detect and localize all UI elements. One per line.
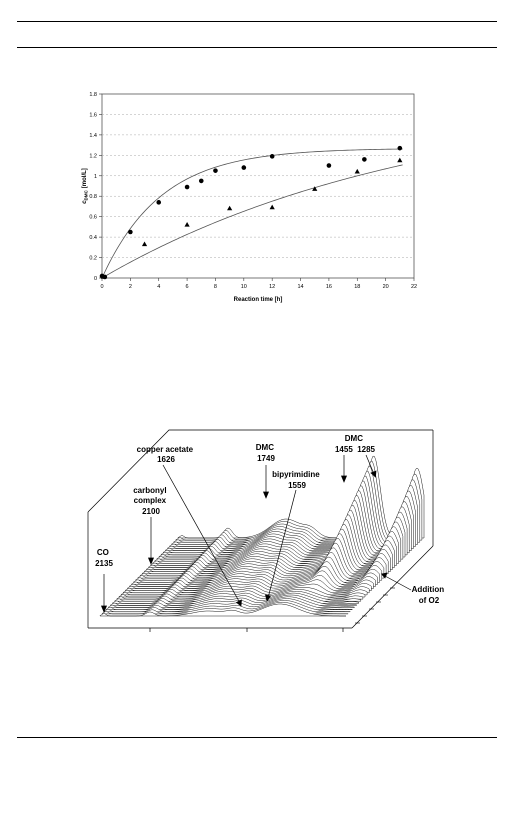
data-point-triangle: [141, 241, 148, 247]
y-tick-label: 1.4: [89, 133, 97, 139]
data-point-circle: [241, 165, 247, 170]
label-bipyrimidine: bipyrimidine 1559: [272, 470, 322, 490]
data-point-triangle: [312, 186, 318, 191]
label-carbonyl-complex: carbonyl complex 2100: [133, 486, 169, 516]
label-copper-acetate: copper acetate 1626: [137, 445, 196, 464]
fit-curve-1: [101, 148, 403, 279]
plot-area: [101, 93, 415, 279]
y-axis-label: cDMC[mol/L]: [82, 168, 89, 204]
x-tick-label: 20: [383, 284, 389, 290]
x-tick-label: 2: [129, 284, 132, 290]
annotation-arrows: [100, 454, 412, 613]
x-tick-label: 18: [354, 284, 360, 290]
x-tick-label: 14: [297, 284, 303, 290]
label-co: CO 2135: [95, 548, 113, 568]
x-tick-label: 10: [241, 284, 247, 290]
axis-ticks: [149, 628, 344, 632]
data-point-circle: [269, 154, 275, 159]
data-point-triangle: [100, 274, 107, 279]
data-point-circle: [128, 229, 133, 235]
o2-ticks: [355, 587, 395, 624]
spectrum-trace: [177, 455, 425, 539]
x-tick-label: 6: [186, 284, 189, 290]
spectra-stack: [99, 455, 425, 617]
y-axis-label-sub: DMC: [84, 189, 89, 200]
data-point-circle: [198, 178, 204, 184]
data-point-triangle: [269, 204, 275, 210]
x-axis-label: Reaction time [h]: [234, 297, 283, 303]
x-tick-label: 8: [214, 284, 217, 290]
data-point-circle: [397, 145, 403, 151]
plot-box: [87, 429, 434, 629]
y-tick-label: 1.2: [89, 153, 97, 159]
y-axis-label-unit: [mol/L]: [82, 168, 88, 188]
data-point-triangle: [397, 157, 403, 163]
x-tick-label: 22: [411, 284, 417, 290]
x-tick-label: 0: [100, 284, 103, 290]
data-point-circle: [184, 184, 190, 190]
y-tick-label: 0: [94, 276, 97, 282]
data-markers: [99, 145, 403, 280]
footer-rule: [17, 737, 497, 738]
data-point-circle: [326, 163, 332, 168]
y-tick-label: 1.6: [89, 112, 97, 118]
y-tick-label: 1.8: [89, 92, 97, 98]
header-rule-top: [17, 21, 497, 22]
x-tick-label: 4: [157, 284, 160, 290]
x-tick-label: 16: [326, 284, 332, 290]
y-tick-label: 1: [94, 174, 97, 180]
data-point-triangle: [184, 222, 190, 227]
y-axis-ticks: 0 0.2 0.4 0.6 0.8 1 1.2 1.4 1.6 1.8: [89, 92, 102, 282]
data-point-triangle: [227, 205, 233, 211]
gridlines: [102, 114, 414, 258]
concentration-chart: 0 0.2 0.4 0.6 0.8 1 1.2 1.4 1.6 1.8 0 2 4 6 8 10 12 14 16…: [82, 92, 417, 303]
label-dmc-1455-1285: DMC 1455 1285: [335, 434, 376, 454]
y-tick-label: 0.6: [89, 215, 97, 221]
label-addition-of-o2: Addition of O2: [412, 585, 447, 605]
fit-curve-2: [101, 164, 403, 279]
x-tick-label: 12: [269, 284, 275, 290]
y-tick-label: 0.4: [89, 235, 97, 241]
data-point-circle: [156, 200, 162, 205]
spectrum-trace: [99, 603, 346, 617]
data-point-triangle: [354, 168, 360, 174]
label-dmc-1749: DMC 1749: [256, 443, 276, 463]
fit-curves: [101, 148, 403, 279]
data-point-circle: [362, 157, 367, 162]
y-axis-label-main: c: [82, 200, 88, 204]
data-point-circle: [213, 168, 218, 173]
x-axis-ticks: 0 2 4 6 8 10 12 14 16 18 20 22: [100, 278, 417, 290]
y-tick-label: 0.2: [89, 256, 97, 262]
y-tick-label: 0.8: [89, 194, 97, 200]
header-rule-bottom: [17, 47, 497, 48]
